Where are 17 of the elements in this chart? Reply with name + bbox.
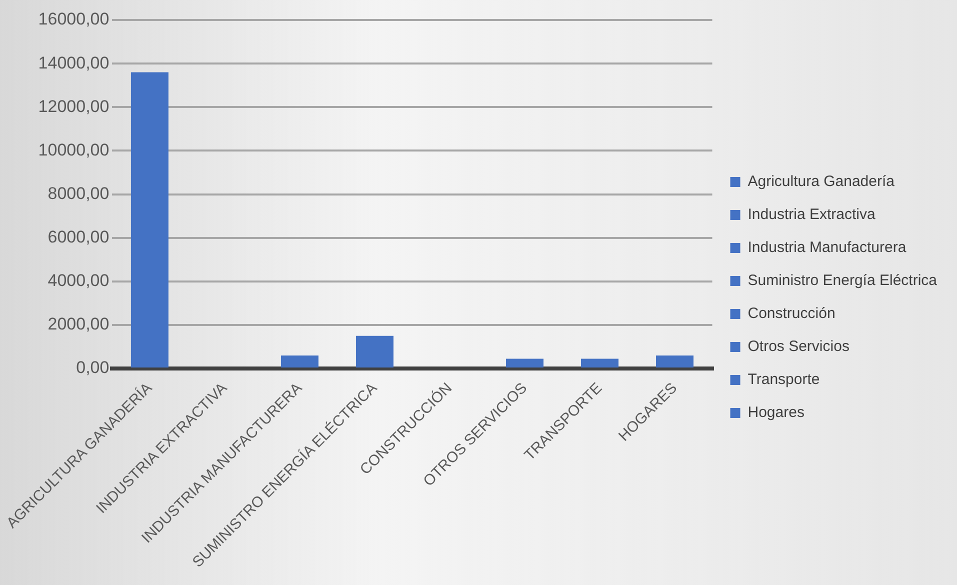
y-tick-label: 4000,00 <box>48 271 110 290</box>
y-tick-label: 0,00 <box>76 358 110 378</box>
legend-label: Industria Manufacturera <box>748 239 907 256</box>
legend-label: Hogares <box>748 404 804 422</box>
legend-label: Suministro Energía Eléctrica <box>748 272 938 290</box>
y-tick-label: 6000,00 <box>48 228 110 247</box>
y-tick-label: 8000,00 <box>48 184 110 203</box>
legend-label: Transporte <box>748 371 820 388</box>
y-tick-label: 10000,00 <box>38 140 110 160</box>
y-tick-label: 2000,00 <box>48 314 110 334</box>
legend-label: Otros Servicios <box>748 338 850 356</box>
y-tick-label: 12000,00 <box>38 96 110 116</box>
legend-label: Agricultura Ganadería <box>748 173 896 190</box>
legend-label: Industria Extractiva <box>748 206 876 224</box>
y-tick-label: 16000,00 <box>38 10 110 29</box>
y-tick-label: 14000,00 <box>38 53 110 72</box>
legend-label: Construcción <box>748 305 836 322</box>
